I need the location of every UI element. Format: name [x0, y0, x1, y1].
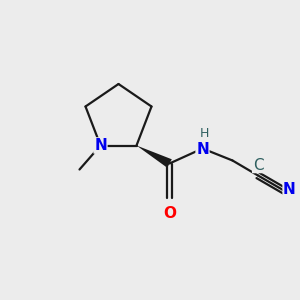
Text: N: N	[196, 142, 209, 158]
Text: C: C	[253, 158, 263, 172]
Polygon shape	[136, 146, 172, 168]
Text: N: N	[94, 138, 107, 153]
Text: O: O	[163, 206, 176, 220]
Text: N: N	[283, 182, 296, 196]
Text: H: H	[199, 127, 209, 140]
